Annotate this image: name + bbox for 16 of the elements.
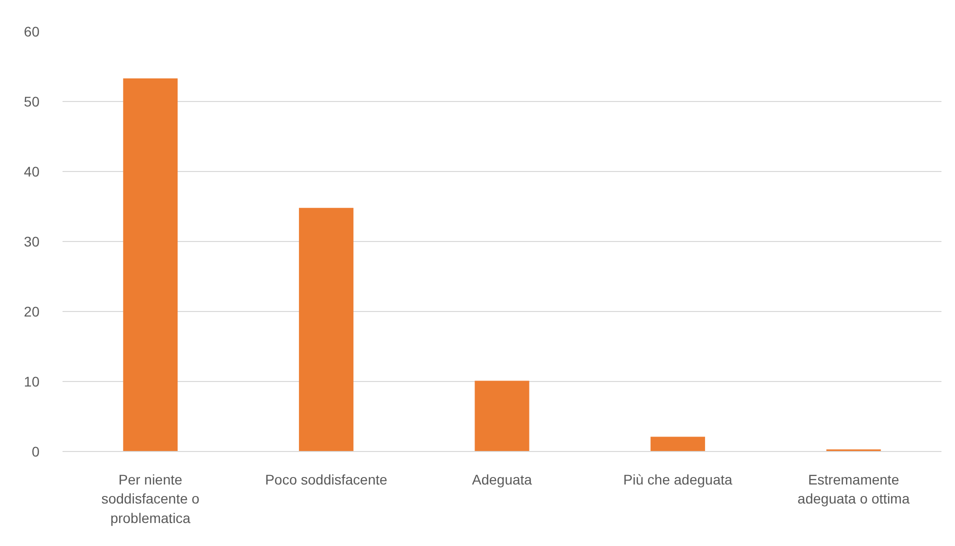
x-tick-label: Estremamente adeguata o ottima bbox=[798, 472, 910, 507]
x-tick-label: Poco soddisfacente bbox=[265, 472, 388, 488]
bar bbox=[123, 78, 178, 452]
bar bbox=[650, 436, 706, 452]
y-tick-label: 0 bbox=[32, 444, 40, 460]
y-tick-label: 50 bbox=[24, 94, 40, 110]
bar bbox=[298, 208, 354, 452]
y-tick-label: 30 bbox=[24, 234, 40, 250]
x-tick-label: Per niente soddisfacente o problematica bbox=[101, 472, 200, 526]
y-tick-label: 40 bbox=[24, 164, 40, 180]
y-tick-label: 20 bbox=[24, 304, 40, 320]
x-tick-label: Adeguata bbox=[472, 472, 532, 488]
bar bbox=[474, 380, 530, 452]
y-tick-label: 60 bbox=[24, 24, 40, 40]
x-tick-label: Più che adeguata bbox=[623, 472, 733, 488]
y-tick-label: 10 bbox=[24, 374, 40, 390]
